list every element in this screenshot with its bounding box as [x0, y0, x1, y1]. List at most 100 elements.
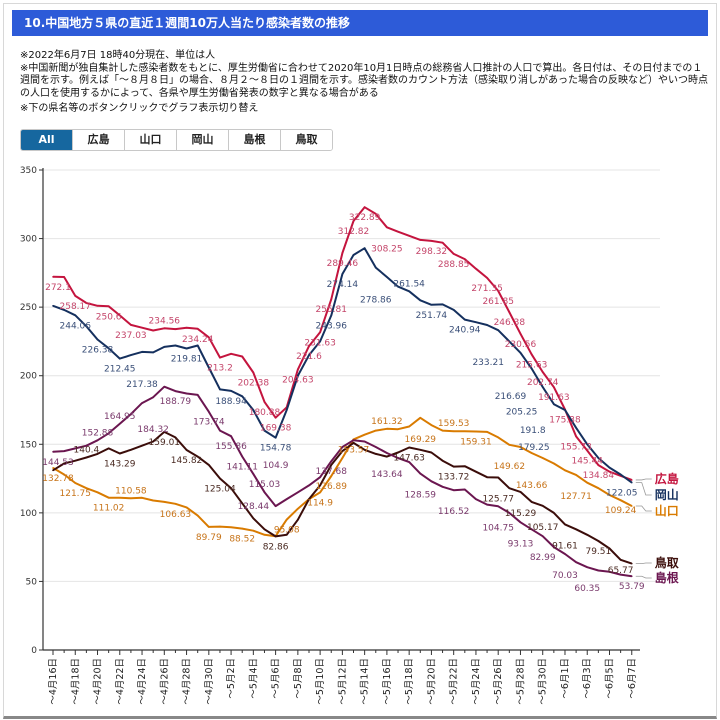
data-label: 137.68	[316, 467, 348, 477]
data-point	[597, 487, 600, 489]
x-tick-label: ～4月30日	[204, 658, 215, 705]
data-point	[141, 351, 143, 353]
y-tick-label: 0	[31, 646, 37, 656]
data-point	[107, 496, 110, 499]
data-label: 110.58	[115, 486, 147, 496]
data-point	[541, 386, 544, 388]
data-label: 79.51	[585, 547, 611, 557]
data-label: 202.38	[238, 378, 270, 388]
data-point	[352, 220, 355, 222]
data-label: 312.82	[338, 227, 370, 237]
data-label: 278.86	[360, 296, 392, 306]
data-label: 143.29	[104, 459, 136, 469]
data-point	[608, 466, 611, 469]
data-label: 261.85	[482, 297, 514, 307]
data-point	[586, 534, 589, 536]
data-point	[241, 395, 244, 398]
data-point	[219, 525, 221, 528]
data-point	[230, 435, 232, 438]
data-point	[85, 444, 88, 447]
y-tick-label: 50	[26, 577, 38, 587]
data-point	[330, 314, 333, 317]
data-point	[285, 518, 288, 521]
data-point	[608, 494, 611, 496]
data-label: 114.9	[307, 498, 333, 508]
data-point	[608, 571, 611, 573]
legend-label-2: 山口	[655, 503, 679, 518]
data-point	[252, 517, 255, 520]
data-point	[196, 394, 199, 396]
data-point	[174, 436, 177, 439]
data-label: 219.81	[171, 355, 203, 365]
data-point	[85, 487, 88, 489]
data-point	[263, 429, 266, 432]
data-point	[575, 474, 577, 476]
data-label: 237.03	[115, 331, 147, 341]
x-tick-label: ～5月22日	[449, 658, 460, 705]
tab-yamaguchi[interactable]: 山口	[124, 130, 176, 150]
data-point	[397, 230, 399, 233]
data-label: 155.86	[215, 442, 247, 452]
data-point	[586, 443, 589, 446]
data-point	[130, 497, 132, 500]
tab-okayama[interactable]: 岡山	[176, 130, 228, 150]
data-label: 89.79	[196, 533, 222, 543]
tab-shimane[interactable]: 島根	[228, 130, 280, 150]
data-point	[541, 535, 544, 537]
x-tick-label: ～6月5日	[605, 658, 616, 699]
data-point	[130, 413, 132, 415]
x-tick-label: ～5月10日	[315, 658, 326, 705]
y-tick-label: 350	[20, 166, 37, 176]
data-label: 145.44	[571, 457, 603, 467]
x-tick-label: ～5月30日	[538, 658, 549, 705]
data-label: 127.71	[560, 492, 592, 502]
tab-tottori[interactable]: 鳥取	[280, 130, 332, 150]
data-label: 179.25	[518, 443, 550, 453]
data-point	[118, 422, 121, 425]
data-point	[63, 276, 65, 278]
data-point	[163, 385, 166, 388]
data-point	[430, 303, 433, 306]
data-point	[96, 338, 99, 341]
data-label: 116.52	[438, 507, 470, 517]
tab-all[interactable]: All	[21, 130, 72, 150]
data-point	[208, 464, 210, 466]
data-point	[152, 351, 154, 354]
data-point	[274, 535, 277, 538]
data-point	[185, 449, 188, 451]
data-point	[441, 241, 444, 244]
data-point	[597, 457, 600, 459]
tab-hiroshima[interactable]: 広島	[72, 130, 124, 150]
data-point	[486, 277, 488, 279]
data-point	[174, 502, 177, 505]
data-point	[564, 409, 566, 411]
data-point	[486, 476, 488, 479]
data-point	[597, 569, 600, 572]
data-point	[497, 505, 500, 508]
data-label: 258.17	[60, 302, 92, 312]
data-point	[107, 447, 110, 450]
legend-label-1: 岡山	[655, 487, 679, 502]
data-point	[575, 561, 577, 564]
data-label: 149.62	[494, 462, 526, 472]
data-point	[419, 299, 422, 302]
data-point	[608, 547, 611, 550]
data-point	[586, 449, 589, 452]
data-point	[63, 473, 65, 476]
data-point	[419, 472, 422, 475]
page-title: 10.中国地方５県の直近１週間10万人当たり感染者数の推移	[12, 10, 708, 36]
data-point	[397, 428, 399, 431]
legend-connector	[635, 505, 652, 512]
legend-connector	[635, 478, 652, 481]
data-label: 159.31	[460, 438, 492, 448]
data-point	[508, 311, 511, 313]
data-point	[319, 476, 321, 479]
data-point	[63, 462, 65, 465]
data-label: 215.63	[516, 360, 548, 370]
data-point	[163, 327, 166, 330]
data-point	[96, 439, 99, 442]
y-tick-label: 250	[20, 303, 37, 313]
data-point	[530, 367, 533, 370]
data-point	[130, 354, 132, 356]
